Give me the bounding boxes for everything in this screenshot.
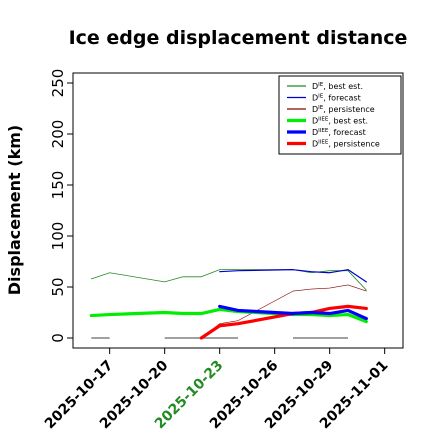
y-tick-label: 250 — [49, 69, 67, 98]
legend-entry: DIE, persistence — [312, 105, 375, 114]
plot-frame — [72, 72, 404, 349]
series-layer — [89, 269, 368, 340]
series-line — [219, 269, 367, 283]
y-tick-label: 100 — [49, 222, 67, 251]
y-tick-label: 200 — [49, 120, 67, 149]
series-line — [218, 304, 368, 321]
chart-title: Ice edge displacement distance — [69, 27, 408, 49]
series-line — [201, 284, 367, 339]
legend-entry: DIIEE, best est. — [312, 117, 368, 126]
legend: DIE, best est. DIE, forecast DIE, persiste… — [278, 75, 402, 155]
series-line — [90, 269, 367, 291]
legend-entry: DIE, forecast — [312, 94, 361, 103]
legend-box — [278, 75, 402, 155]
series-line — [89, 307, 368, 324]
y-axis: 0 50 100 150 200 250 — [49, 69, 73, 343]
y-tick-label: 150 — [49, 171, 67, 200]
y-tick-label: 0 — [49, 333, 67, 343]
legend-entry: DIIEE, forecast — [312, 128, 366, 137]
x-axis: 2025-10-172025-10-202025-10-232025-10-26… — [42, 348, 391, 432]
y-tick-label: 50 — [49, 277, 67, 296]
y-axis-label: Displacement (km) — [5, 125, 24, 295]
legend-entry: DIIEE, persistence — [312, 140, 380, 149]
legend-entry: DIE, best est. — [312, 82, 363, 91]
